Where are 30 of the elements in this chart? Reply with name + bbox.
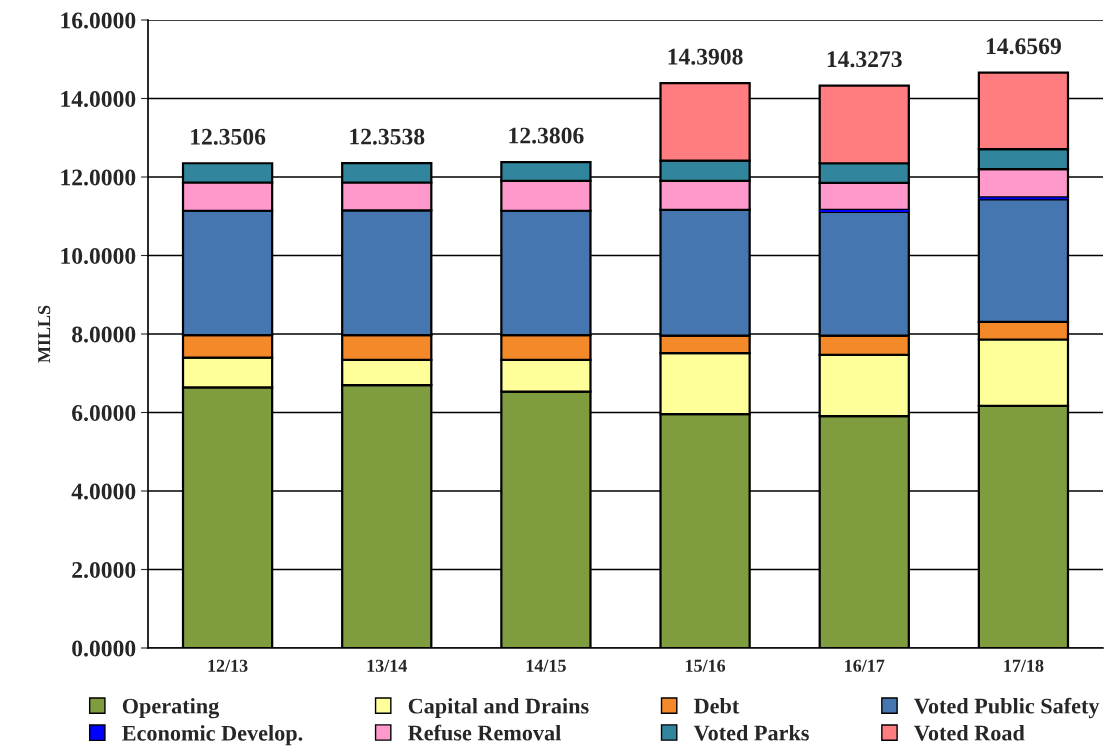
legend-label: Debt: [694, 697, 740, 714]
x-tick-label: 17/18: [1004, 659, 1044, 672]
x-tick-label: 16/17: [845, 659, 885, 672]
y-tick-label: 8.0000: [72, 326, 136, 343]
legend-label: Operating: [122, 697, 220, 719]
y-tick-label: 0.0000: [72, 640, 136, 657]
total-label: 12.3506: [191, 128, 266, 145]
total-label: 12.3806: [509, 127, 584, 144]
y-tick-label: 16.0000: [61, 12, 136, 29]
y-axis-title: MILLS: [38, 305, 51, 363]
legend-label: Economic Develop.: [122, 725, 303, 746]
total-label: 12.3538: [350, 128, 425, 145]
y-tick-label: 14.0000: [61, 90, 136, 108]
y-tick-label: 6.0000: [72, 404, 136, 422]
x-tick-label: 15/16: [685, 659, 726, 672]
x-tick-label: 14/15: [526, 659, 566, 672]
total-label: 14.6569: [986, 38, 1061, 55]
total-label: 14.3908: [668, 48, 743, 65]
legend-label: Voted Road: [914, 724, 1025, 741]
x-tick-label: 12/13: [208, 659, 248, 672]
legend-label: Refuse Removal: [408, 724, 561, 741]
legend-label: Voted Public Safety: [914, 697, 1100, 719]
legend-label: Voted Parks: [693, 724, 809, 741]
y-tick-label: 4.0000: [71, 483, 136, 500]
y-tick-label: 12.0000: [61, 169, 136, 186]
y-tick-label: 10.0000: [61, 247, 136, 265]
x-tick-label: 13/14: [367, 659, 407, 672]
legend-label: Capital and Drains: [408, 697, 589, 719]
total-label: 14.3273: [827, 51, 902, 68]
y-tick-label: 2.0000: [72, 561, 136, 579]
